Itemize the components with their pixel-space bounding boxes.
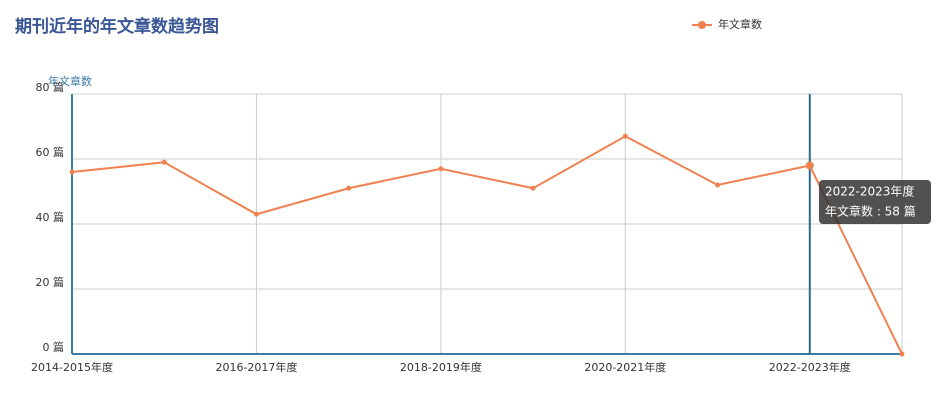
x-tick-label: 2022-2023年度 (769, 360, 851, 374)
y-tick-label: 60 篇 (36, 145, 65, 159)
point (346, 185, 352, 191)
legend-label: 年文章数 (718, 17, 762, 31)
x-tick-label: 2018-2019年度 (400, 360, 482, 374)
y-tick-label: 80 篇 (36, 80, 65, 94)
legend-marker (698, 21, 706, 29)
point (622, 133, 628, 139)
tooltip-title: 2022-2023年度 (825, 184, 914, 199)
x-tick-label: 2020-2021年度 (584, 360, 666, 374)
point (253, 211, 259, 217)
y-tick-label: 20 篇 (36, 275, 65, 289)
point (530, 185, 536, 191)
point (161, 159, 167, 165)
y-axis-label: 年文章数 (48, 74, 92, 88)
tooltip-label: 年文章数 : 58 篇 (825, 204, 916, 219)
y-tick-label: 40 篇 (36, 210, 65, 224)
point (715, 182, 721, 188)
chart-title: 期刊近年的年文章数趋势图 (15, 16, 219, 37)
point (805, 161, 814, 170)
x-tick-label: 2014-2015年度 (31, 360, 113, 374)
point (69, 169, 75, 175)
line (71, 135, 903, 355)
point (438, 166, 444, 172)
x-tick-label: 2016-2017年度 (215, 360, 297, 374)
point (899, 351, 905, 357)
tooltip-box (819, 180, 931, 224)
y-tick-label: 0 篇 (43, 340, 65, 354)
